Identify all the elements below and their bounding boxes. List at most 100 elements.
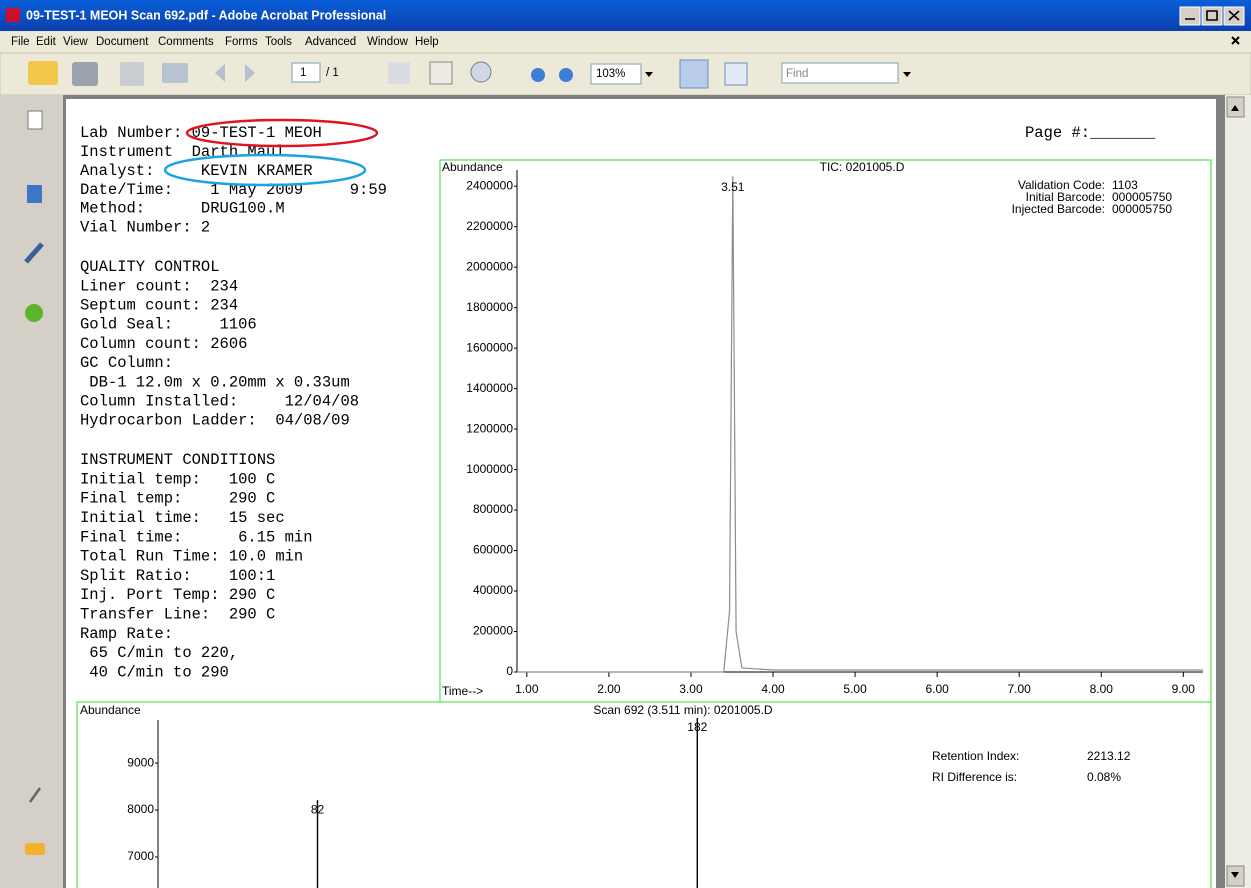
zoom-dropdown[interactable]	[645, 72, 653, 77]
y-tick-label: 400000	[473, 583, 513, 597]
annotation-label: RI Difference is:	[932, 770, 1017, 784]
menu-item[interactable]: Forms	[225, 36, 258, 48]
x-tick-label: 9.00	[1172, 682, 1196, 696]
annotation-value: 0.08%	[1087, 770, 1121, 784]
doc-close[interactable]	[1231, 36, 1240, 45]
chart-title: Scan 692 (3.511 min): 0201005.D	[593, 703, 773, 717]
help-icon[interactable]	[25, 304, 43, 322]
email-icon[interactable]	[162, 63, 188, 83]
document-line: Analyst: KEVIN KRAMER	[80, 162, 313, 180]
chart-title: TIC: 0201005.D	[820, 160, 905, 174]
document-line: QUALITY CONTROL	[80, 258, 220, 276]
page-count: / 1	[326, 67, 339, 79]
hand-tool[interactable]	[429, 61, 453, 85]
y-tick-label: 8000	[127, 802, 154, 816]
spectrum-bar	[696, 718, 698, 888]
document-line: Hydrocarbon Ladder: 04/08/09	[80, 412, 350, 430]
x-tick-label: 4.00	[761, 682, 785, 696]
zoom-out[interactable]	[531, 68, 545, 82]
open-icon[interactable]	[28, 61, 58, 85]
y-tick-label: 2400000	[466, 178, 513, 192]
save-icon[interactable]	[120, 62, 144, 86]
document-line: Transfer Line: 290 C	[80, 605, 275, 623]
y-tick-label: 1600000	[466, 340, 513, 354]
y-tick-label: 200000	[473, 624, 513, 638]
comments-icon[interactable]	[25, 843, 45, 855]
document-line: Inj. Port Temp: 290 C	[80, 586, 275, 604]
document-line: Total Run Time: 10.0 min	[80, 548, 303, 566]
document-line: Lab Number: 09-TEST-1 MEOH	[80, 124, 322, 142]
menu-item[interactable]: Advanced	[305, 36, 356, 48]
bar-label: 182	[687, 720, 707, 734]
zoom-tool[interactable]	[470, 61, 492, 83]
scrollbar[interactable]	[1225, 95, 1251, 888]
y-axis-label: Abundance	[442, 160, 503, 174]
zoom-input[interactable]	[590, 63, 642, 85]
document-line: Date/Time: 1 May 2009 9:59	[80, 181, 387, 199]
page-number[interactable]: 1	[300, 67, 306, 79]
find-box[interactable]	[781, 62, 899, 84]
print-icon[interactable]	[72, 62, 98, 86]
menu-item[interactable]: Comments	[158, 36, 214, 48]
x-tick-label: 5.00	[843, 682, 867, 696]
minimize-button[interactable]	[1179, 6, 1201, 26]
annotation-value: 000005750	[1112, 202, 1172, 216]
x-tick-label: 3.00	[679, 682, 703, 696]
document-line: Final temp: 290 C	[80, 490, 275, 508]
y-tick-label: 800000	[473, 502, 513, 516]
annotation-value: 000005750	[1112, 190, 1172, 204]
x-tick-label: 1.00	[515, 682, 539, 696]
bookmarks-icon[interactable]	[27, 185, 42, 203]
attachments-icon[interactable]	[28, 787, 42, 803]
document-line: Gold Seal: 1106	[80, 316, 257, 334]
fit-width[interactable]	[679, 59, 709, 89]
y-tick-label: 1200000	[466, 421, 513, 435]
menu-item[interactable]: Edit	[36, 36, 57, 48]
y-tick-label: 600000	[473, 543, 513, 557]
menu-bar	[0, 31, 1251, 53]
spectrum-bar	[316, 800, 319, 888]
blue-highlight	[163, 153, 367, 187]
document-line: DB-1 12.0m x 0.20mm x 0.33um	[80, 373, 350, 391]
annotation-label: Initial Barcode:	[1026, 190, 1105, 204]
navigation-pane	[0, 95, 63, 888]
page-number-label: Page #:_______	[1025, 124, 1156, 142]
fit-page[interactable]	[724, 62, 748, 86]
window-button-glyphs	[1185, 10, 1240, 21]
document-line: INSTRUMENT CONDITIONS	[80, 451, 275, 469]
tic-line	[517, 176, 1203, 673]
pages-icon[interactable]	[27, 110, 43, 130]
menu-item[interactable]: File	[11, 36, 30, 48]
app-icon	[6, 8, 20, 22]
menu-item[interactable]: Window	[367, 36, 409, 48]
menu-item[interactable]: View	[63, 36, 88, 48]
document-line: Method: DRUG100.M	[80, 200, 285, 218]
zoom-in[interactable]	[559, 68, 573, 82]
y-tick-label: 0	[506, 664, 513, 678]
zoom-value[interactable]: 103%	[596, 68, 625, 80]
page-input[interactable]	[291, 62, 321, 83]
nav-arrows[interactable]	[215, 64, 255, 82]
annotation-label: Retention Index:	[932, 749, 1019, 763]
x-axis-label: Time-->	[442, 684, 483, 698]
annotation-label: Injected Barcode:	[1012, 202, 1105, 216]
y-tick-label: 7000	[127, 849, 154, 863]
find-placeholder[interactable]: Find	[786, 68, 808, 80]
maximize-button[interactable]	[1201, 6, 1223, 26]
y-tick-label: 1000000	[466, 462, 513, 476]
document-line: Liner count: 234	[80, 277, 238, 295]
y-tick-label: 2000000	[466, 259, 513, 273]
select-tool[interactable]	[388, 62, 410, 84]
document-line: Initial temp: 100 C	[80, 470, 275, 488]
bar-label: 82	[311, 802, 325, 816]
signatures-icon[interactable]	[24, 242, 44, 264]
find-dropdown[interactable]	[903, 72, 911, 77]
menu-item[interactable]: Help	[415, 36, 439, 48]
menu-item[interactable]: Tools	[265, 36, 292, 48]
document-line: 65 C/min to 220,	[80, 644, 238, 662]
menu-item[interactable]: Document	[96, 36, 149, 48]
document-line: Ramp Rate:	[80, 625, 173, 643]
x-tick-label: 2.00	[597, 682, 621, 696]
peak-label: 3.51	[721, 180, 745, 194]
